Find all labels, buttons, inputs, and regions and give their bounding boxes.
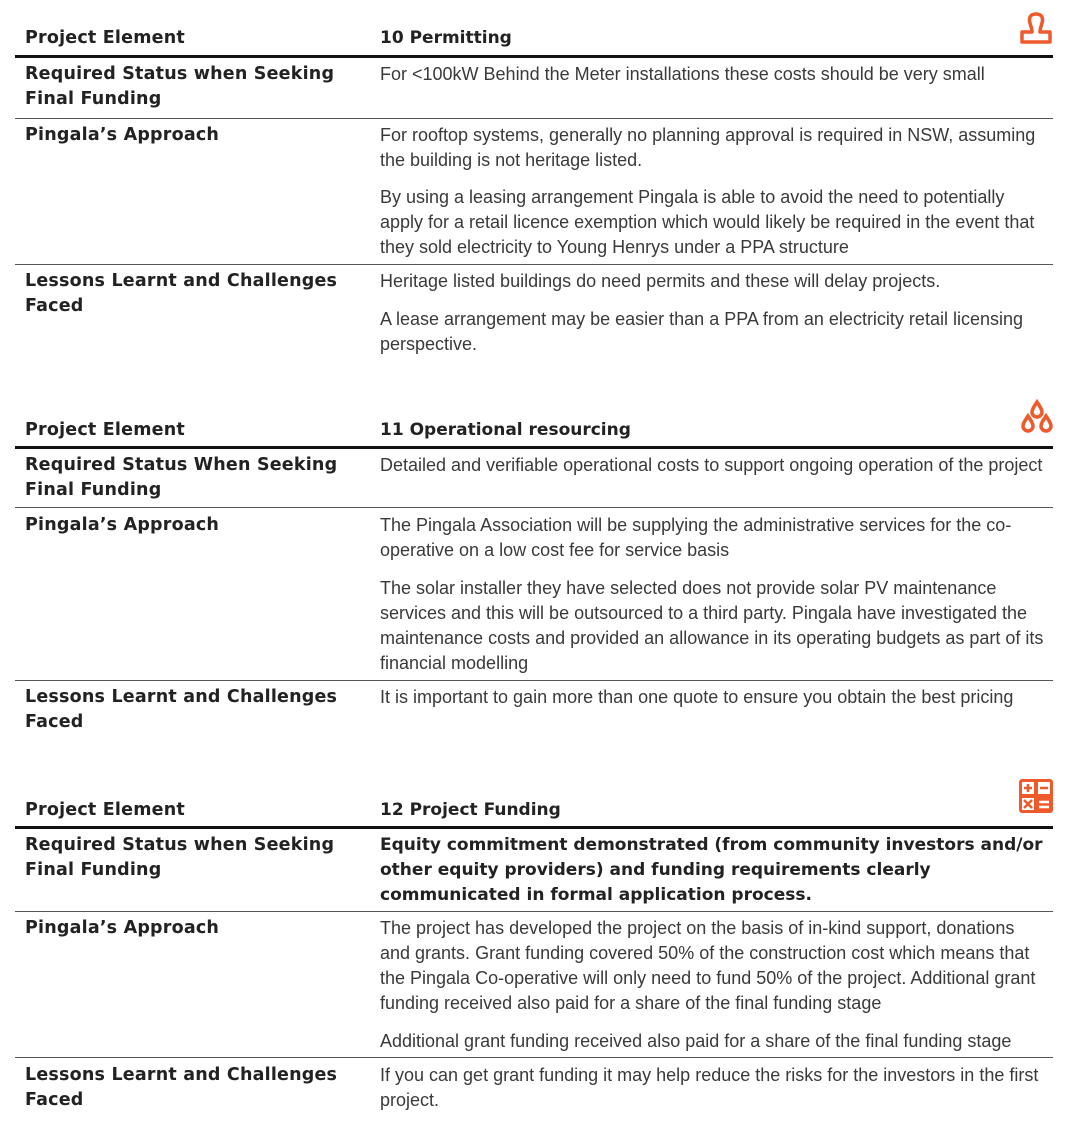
section-title: 10 Permitting: [380, 28, 512, 48]
row-text: By using a leasing arrangement Pingala i…: [380, 187, 1035, 257]
header-label: Project Element: [25, 800, 185, 820]
row-label: Required Status when Seeking Final Fundi…: [25, 835, 335, 880]
row-text: For rooftop systems, generally no planni…: [380, 125, 1036, 170]
drops-icon: [1021, 398, 1053, 433]
row-label: Required Status When Seeking Final Fundi…: [25, 455, 338, 500]
row-divider: [15, 680, 1053, 681]
row-divider: [15, 1057, 1053, 1058]
row-label: Lessons Learnt and Challenges Faced: [25, 687, 338, 732]
row-text: Equity commitment demonstrated (from com…: [380, 835, 1043, 905]
header-label: Project Element: [25, 420, 185, 440]
row-text: Additional grant funding received also p…: [380, 1031, 1012, 1051]
row-divider: [15, 264, 1053, 265]
row-text: A lease arrangement may be easier than a…: [380, 309, 1023, 354]
row-text: For <100kW Behind the Meter installation…: [380, 64, 985, 84]
section-title: 12 Project Funding: [380, 800, 561, 820]
header-rule: [15, 826, 1053, 829]
row-text: If you can get grant funding it may help…: [380, 1065, 1039, 1110]
row-divider: [15, 507, 1053, 508]
row-text: Heritage listed buildings do need permit…: [380, 271, 941, 291]
row-label: Pingala’s Approach: [25, 515, 220, 535]
row-divider: [15, 911, 1053, 912]
header-rule: [15, 446, 1053, 449]
row-text: The solar installer they have selected d…: [380, 578, 1044, 673]
header-label: Project Element: [25, 28, 185, 48]
header-rule: [15, 55, 1053, 58]
row-label: Lessons Learnt and Challenges Faced: [25, 271, 338, 316]
row-text: It is important to gain more than one qu…: [380, 687, 1014, 707]
stamp-icon: [1020, 12, 1052, 44]
calculator-icon: [1019, 779, 1053, 813]
row-label: Pingala’s Approach: [25, 918, 220, 938]
row-label: Lessons Learnt and Challenges Faced: [25, 1065, 338, 1110]
row-text: The Pingala Association will be supplyin…: [380, 515, 1012, 560]
row-label: Required Status when Seeking Final Fundi…: [25, 64, 335, 109]
row-text: Detailed and verifiable operational cost…: [380, 455, 1043, 475]
section-title: 11 Operational resourcing: [380, 420, 631, 440]
row-divider: [15, 118, 1053, 119]
row-text: The project has developed the project on…: [380, 918, 1036, 1013]
row-label: Pingala’s Approach: [25, 125, 220, 145]
